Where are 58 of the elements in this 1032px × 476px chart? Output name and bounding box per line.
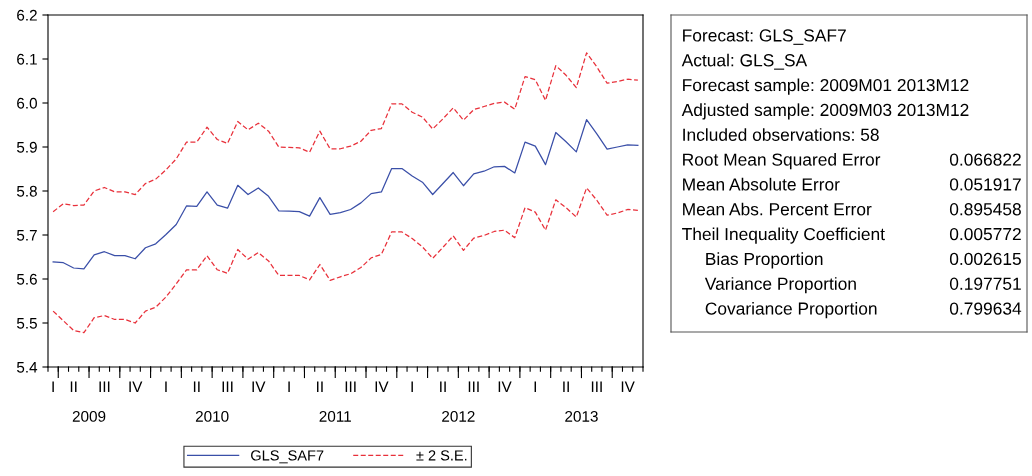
data-label: 0.197751	[949, 277, 1021, 290]
line-series	[52, 52, 639, 213]
x-tick-label: I	[534, 381, 536, 392]
y-tick-label: 6.2	[17, 9, 37, 21]
x-tick-label: III	[468, 381, 479, 392]
x-tick-label: IV	[375, 381, 389, 392]
legend-label: ± 2 S.E.	[416, 450, 467, 461]
text: Forecast: GLS_SAF7	[683, 29, 846, 45]
x2-tick-label: 2009	[72, 410, 106, 422]
data-label: 0.895458	[949, 203, 1021, 216]
x-tick-label: IV	[498, 381, 512, 392]
data-label: 0.005772	[949, 227, 1021, 241]
x-tick-label: III	[345, 381, 356, 392]
data-label: 0.002615	[949, 252, 1021, 266]
legend-label: GLS_SAF7	[251, 450, 324, 464]
text: Included observations: 58	[683, 128, 879, 141]
category-label: Bias Proportion	[706, 252, 823, 269]
line-series	[52, 119, 639, 270]
y-tick-label: 5.9	[16, 141, 37, 153]
x-tick-label: II	[440, 381, 446, 392]
x-tick-label: III	[99, 381, 110, 392]
y-tick-label: 5.5	[16, 318, 37, 329]
x2-tick-label: 2010	[195, 410, 229, 422]
text: Forecast sample: 2009M01 2013M12	[683, 78, 969, 95]
x2-tick-label: 2012	[442, 410, 475, 422]
x2-tick-label: 2011	[319, 410, 351, 422]
y-tick-label: 5.4	[16, 362, 38, 373]
text: Actual: GLS_SA	[681, 53, 808, 70]
category-label: Mean Absolute Error	[683, 177, 840, 191]
x-tick-label: II	[317, 381, 323, 392]
category-label: Theil Inequality Coefficient	[682, 227, 885, 244]
y-tick-label: 6.0	[17, 97, 37, 109]
x-tick-label: II	[70, 381, 77, 392]
x-tick-label: I	[165, 381, 167, 392]
x-tick-label: II	[193, 381, 200, 392]
y-tick-label: 5.7	[16, 230, 37, 241]
y-tick-label: 5.8	[16, 185, 37, 197]
category-label: Covariance Proportion	[705, 301, 877, 319]
x-tick-label: I	[52, 381, 54, 392]
category-label: Mean Abs. Percent Error	[683, 202, 872, 216]
category-label: Root Mean Squared Error	[683, 152, 881, 170]
x-tick-label: IV	[252, 381, 266, 392]
x2-tick-label: 2013	[565, 410, 598, 422]
x-tick-label: IV	[621, 381, 635, 392]
x-tick-label: I	[411, 381, 413, 392]
x-tick-label: II	[563, 381, 569, 392]
x-tick-label: I	[288, 381, 290, 392]
data-label: 0.051917	[949, 178, 1021, 191]
x-tick-label: III	[591, 381, 602, 392]
data-label: 0.799634	[949, 302, 1022, 315]
x-tick-label: III	[222, 381, 233, 392]
category-label: Variance Proportion	[704, 277, 856, 294]
line-series	[52, 187, 639, 334]
data-label: 0.066822	[949, 153, 1021, 166]
x-tick-label: IV	[129, 381, 143, 392]
y-tick-label: 5.6	[16, 273, 37, 285]
text: Adjusted sample: 2009M03 2013M12	[681, 103, 969, 120]
y-tick-label: 6.1	[17, 53, 37, 65]
